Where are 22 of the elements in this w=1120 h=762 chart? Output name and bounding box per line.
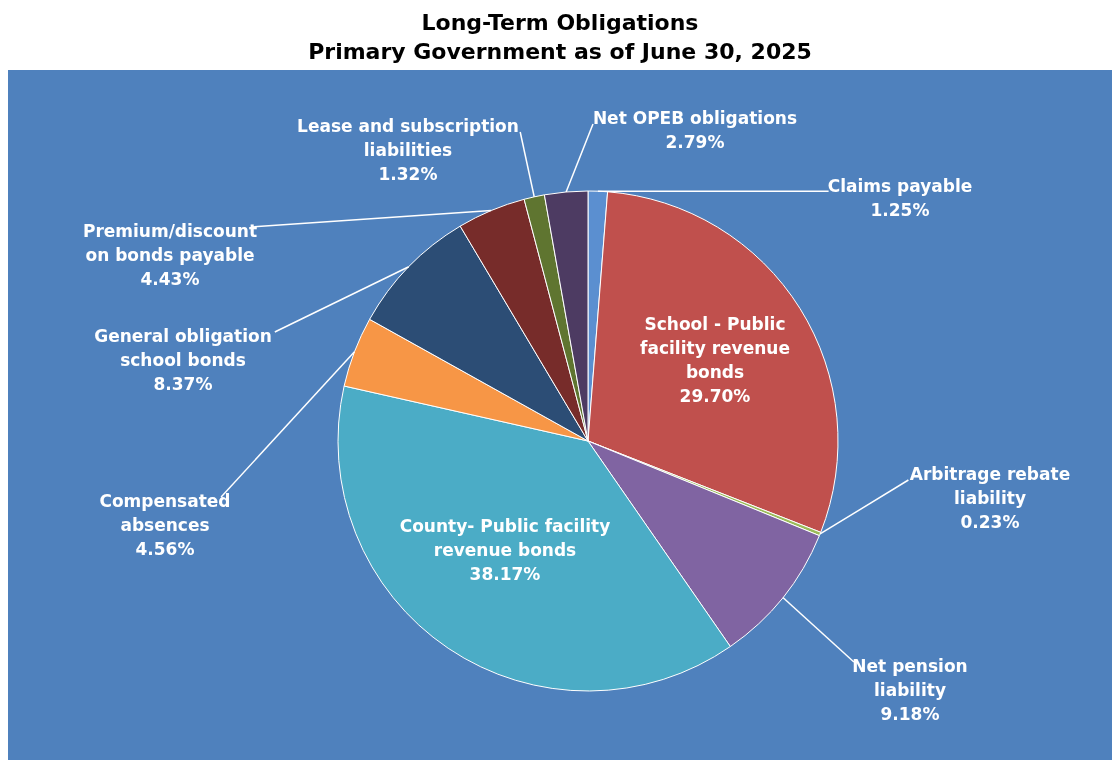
- slice-label: Lease and subscription liabilities: [297, 116, 519, 160]
- slice-label: Net OPEB obligations: [592, 108, 798, 128]
- data-label: 2.79%: [665, 132, 725, 152]
- slice-label: County- Public facility revenue bonds: [399, 516, 611, 560]
- slice-label: Premium/discount on bonds payable: [82, 221, 258, 265]
- slice-label: Arbitrage rebate liability: [909, 464, 1071, 508]
- slice-label: General obligation school bonds: [94, 326, 272, 370]
- chart-title: Long-Term Obligations: [420, 9, 700, 37]
- data-label: 1.25%: [870, 200, 930, 220]
- data-label: 38.17%: [469, 564, 541, 584]
- data-label: 0.23%: [960, 512, 1020, 532]
- slice-label: Claims payable: [827, 176, 973, 196]
- slice-label: School - Public facility revenue bonds: [640, 314, 790, 382]
- data-label: 9.18%: [880, 704, 940, 724]
- data-label: 8.37%: [153, 374, 213, 394]
- data-label: 4.43%: [140, 269, 200, 289]
- slice-label: Compensated absences: [99, 491, 231, 535]
- data-label: 1.32%: [378, 164, 438, 184]
- slice-label: Net pension liability: [852, 656, 968, 700]
- data-label: 29.70%: [679, 386, 751, 406]
- chart-subtitle: Primary Government as of June 30, 2025: [307, 38, 813, 66]
- data-label: 4.56%: [135, 539, 195, 559]
